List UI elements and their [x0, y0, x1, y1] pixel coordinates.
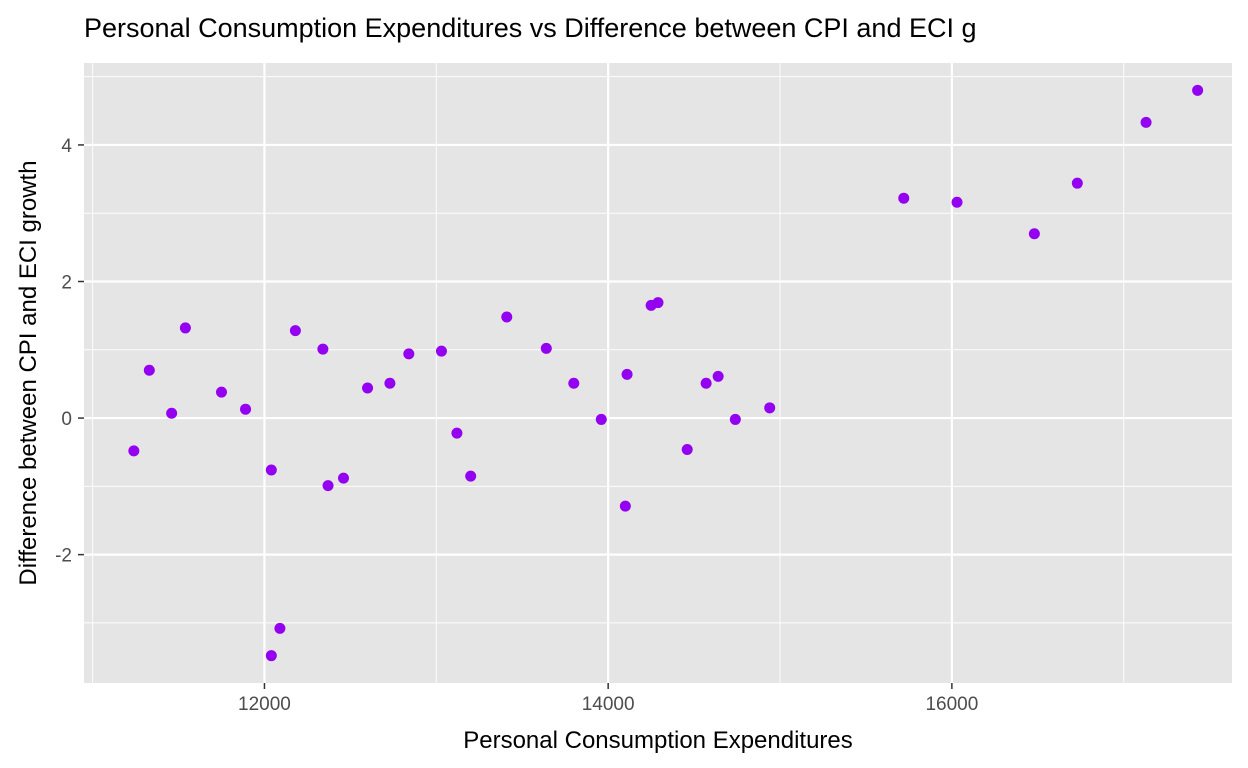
data-point: [274, 622, 286, 634]
data-point: [898, 192, 910, 204]
data-point: [681, 443, 693, 455]
data-point: [403, 348, 415, 360]
data-point: [764, 402, 776, 414]
data-point: [128, 445, 140, 457]
data-point: [384, 377, 396, 389]
x-tick-label: 14000: [582, 694, 635, 715]
data-point: [451, 427, 463, 439]
data-point: [317, 343, 329, 355]
data-point: [712, 370, 724, 382]
data-point: [465, 470, 477, 482]
data-point: [621, 368, 633, 380]
data-point: [1192, 84, 1204, 96]
data-point: [652, 297, 664, 309]
x-tick-label: 16000: [925, 694, 978, 715]
data-point: [289, 325, 301, 337]
y-tick-label: 4: [61, 136, 72, 157]
minor-gridlines: [84, 63, 1232, 683]
data-point: [729, 413, 741, 425]
data-point: [435, 345, 447, 357]
data-point: [700, 377, 712, 389]
major-gridlines: [84, 63, 1232, 683]
y-axis: -2 0 2 4: [55, 136, 84, 567]
y-axis-title: Difference between CPI and ECI growth: [15, 160, 42, 585]
x-axis-title: Personal Consumption Expenditures: [463, 727, 853, 754]
x-tick-label: 12000: [238, 694, 291, 715]
data-points: [128, 84, 1204, 662]
data-point: [1028, 228, 1040, 240]
x-axis: 12000 14000 16000: [238, 683, 978, 715]
data-point: [215, 386, 227, 398]
y-tick-label: 2: [61, 273, 72, 294]
data-point: [540, 342, 552, 354]
data-point: [362, 382, 374, 394]
data-point: [265, 650, 277, 662]
data-point: [240, 403, 252, 415]
data-point: [1071, 177, 1083, 189]
y-tick-label: -2: [55, 546, 72, 567]
data-point: [179, 322, 191, 334]
data-point: [568, 377, 580, 389]
data-point: [265, 464, 277, 476]
data-point: [322, 480, 334, 492]
data-point: [619, 500, 631, 512]
chart-title: Personal Consumption Expenditures vs Dif…: [84, 13, 977, 43]
y-tick-label: 0: [61, 409, 72, 430]
data-point: [338, 472, 350, 484]
data-point: [166, 407, 178, 419]
data-point: [501, 311, 513, 323]
data-point: [595, 413, 607, 425]
data-point: [1140, 116, 1152, 128]
data-point: [951, 196, 963, 208]
plot-panel: [84, 63, 1232, 683]
data-point: [143, 364, 155, 376]
